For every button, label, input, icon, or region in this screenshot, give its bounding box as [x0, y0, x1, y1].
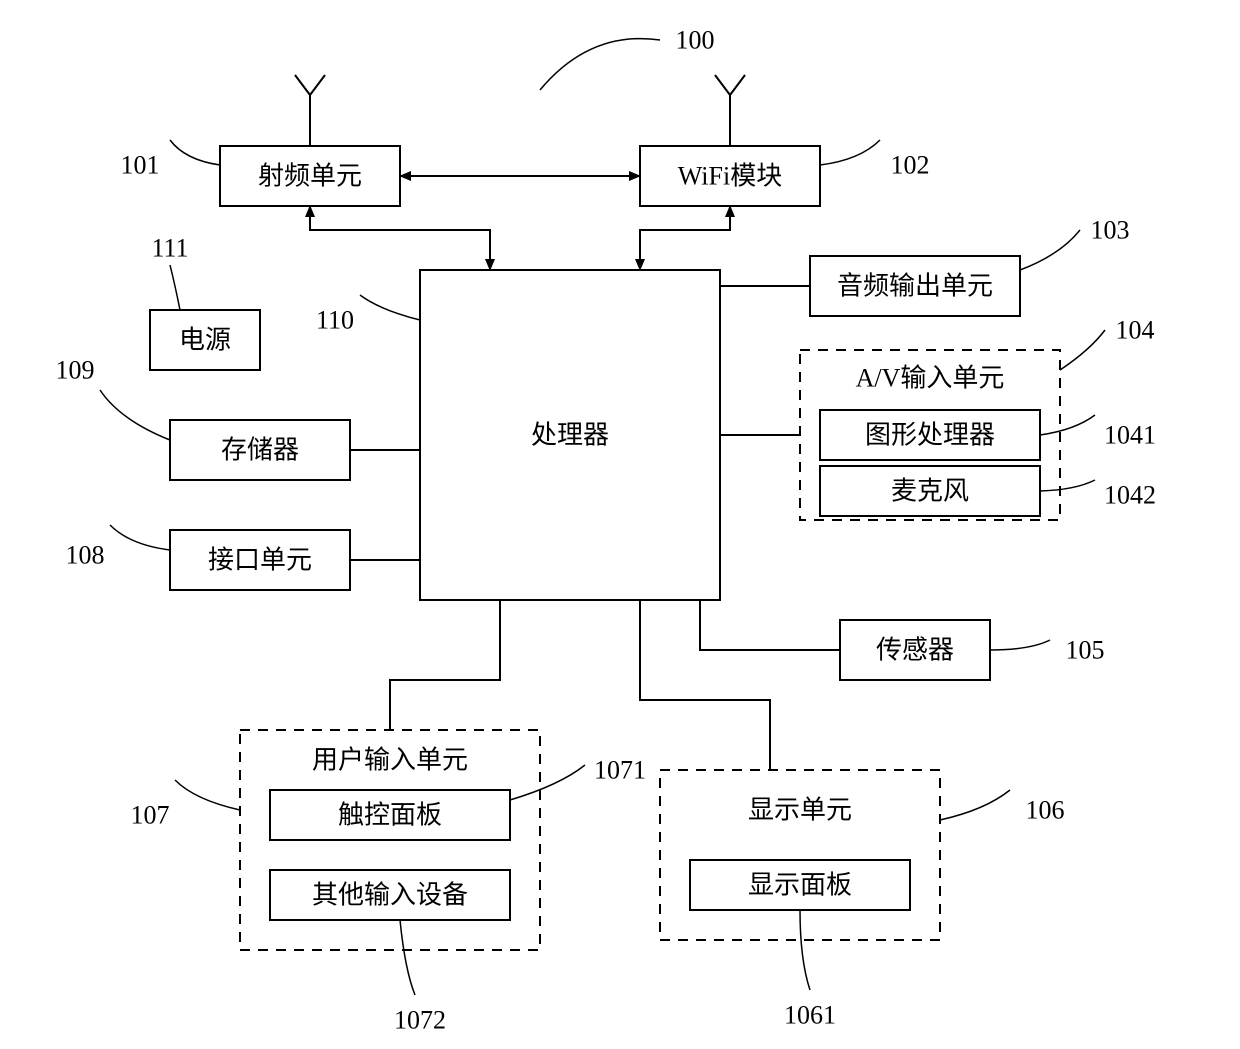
ref-1061: 1061	[784, 1001, 836, 1030]
leader-1061	[800, 910, 810, 990]
ref-104: 104	[1116, 316, 1155, 345]
leader-101	[170, 140, 220, 165]
conn-proc-display	[640, 600, 770, 770]
label-processor: 处理器	[531, 421, 609, 450]
ref-110: 110	[316, 306, 354, 335]
leader-107	[175, 780, 240, 810]
block-touch: 触控面板	[270, 790, 510, 840]
ref-100: 100	[676, 26, 715, 55]
ref-111: 111	[151, 234, 188, 263]
ref-108: 108	[66, 541, 105, 570]
block-display-panel: 显示面板	[690, 860, 910, 910]
conn-proc-sensor	[700, 600, 840, 650]
label-sensor: 传感器	[876, 636, 954, 665]
arrow-proc-rf	[310, 206, 490, 270]
label-memory: 存储器	[221, 436, 299, 465]
label-wifi: WiFi模块	[678, 162, 782, 191]
ref-109: 109	[56, 356, 95, 385]
label-interface: 接口单元	[208, 546, 312, 575]
group-av: A/V输入单元 图形处理器 麦克风	[800, 350, 1060, 520]
label-mic: 麦克风	[891, 477, 969, 506]
leader-1072	[400, 920, 415, 995]
arrow-proc-wifi	[640, 206, 730, 270]
block-rf: 射频单元	[220, 75, 400, 206]
block-processor: 处理器	[420, 270, 720, 600]
block-power: 电源	[150, 310, 260, 370]
block-wifi: WiFi模块	[640, 75, 820, 206]
label-disp-panel: 显示面板	[748, 871, 852, 900]
leader-102	[820, 140, 880, 165]
diagram-canvas: 处理器 射频单元 WiFi模块 音频输出单元 电源 存储器 接口单元	[0, 0, 1240, 1049]
label-gpu: 图形处理器	[865, 421, 995, 450]
block-gpu: 图形处理器	[820, 410, 1040, 460]
label-user-group: 用户输入单元	[312, 746, 468, 775]
ref-107: 107	[131, 801, 170, 830]
leader-108	[110, 525, 170, 550]
ref-1041: 1041	[1104, 421, 1156, 450]
label-other-in: 其他输入设备	[312, 881, 468, 910]
ref-1042: 1042	[1104, 481, 1156, 510]
group-user-input: 用户输入单元 触控面板 其他输入设备	[240, 730, 540, 950]
leader-1071	[510, 765, 585, 800]
leader-100	[540, 39, 660, 90]
ref-105: 105	[1066, 636, 1105, 665]
leader-105	[990, 640, 1050, 650]
label-power: 电源	[179, 326, 231, 355]
ref-1072: 1072	[394, 1006, 446, 1035]
ref-101: 101	[121, 151, 160, 180]
ref-102: 102	[891, 151, 930, 180]
block-other-input: 其他输入设备	[270, 870, 510, 920]
leader-104	[1060, 330, 1105, 370]
leader-111	[170, 265, 180, 310]
label-audio: 音频输出单元	[837, 272, 993, 301]
leader-1042	[1040, 480, 1095, 491]
block-memory: 存储器	[170, 420, 350, 480]
label-av-group: A/V输入单元	[856, 364, 1005, 393]
block-sensor: 传感器	[840, 620, 990, 680]
ref-103: 103	[1091, 216, 1130, 245]
block-mic: 麦克风	[820, 466, 1040, 516]
leader-109	[100, 390, 170, 440]
leader-103	[1020, 230, 1080, 270]
leader-1041	[1040, 415, 1095, 435]
ref-1071: 1071	[594, 756, 646, 785]
conn-proc-userinput	[390, 600, 500, 730]
block-audio: 音频输出单元	[810, 256, 1020, 316]
label-rf: 射频单元	[258, 162, 362, 191]
ref-106: 106	[1026, 796, 1065, 825]
leader-110	[360, 295, 420, 320]
leader-106	[940, 790, 1010, 820]
block-interface: 接口单元	[170, 530, 350, 590]
label-touch: 触控面板	[338, 801, 442, 830]
label-disp-group: 显示单元	[748, 796, 852, 825]
